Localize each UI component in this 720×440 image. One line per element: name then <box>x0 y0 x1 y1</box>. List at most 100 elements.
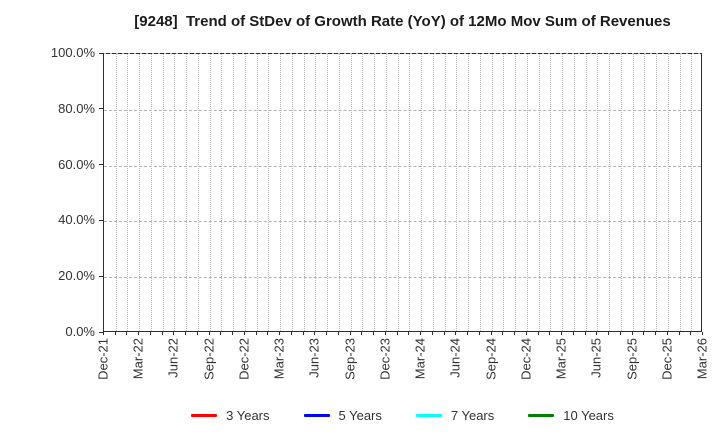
x-axis-tick <box>643 332 645 335</box>
vertical-gridline <box>174 54 176 331</box>
vertical-gridline <box>268 54 270 331</box>
x-axis-tick <box>537 332 539 335</box>
x-axis-tick <box>431 332 433 335</box>
vertical-gridline <box>303 54 305 331</box>
vertical-gridline <box>468 54 470 331</box>
legend-label: 10 Years <box>563 407 614 423</box>
vertical-gridline <box>244 54 246 331</box>
x-axis-tick <box>138 332 140 335</box>
x-axis-tick-label: Dec-21 <box>95 338 111 380</box>
vertical-gridline <box>186 54 188 331</box>
x-axis-tick <box>584 332 586 335</box>
x-axis-tick-label: Jun-23 <box>306 338 322 378</box>
x-axis-tick <box>267 332 269 335</box>
y-axis-tick <box>99 275 103 277</box>
y-axis-tick <box>99 219 103 221</box>
legend: 3 Years 5 Years 7 Years 10 Years <box>103 403 702 427</box>
x-axis-tick <box>126 332 128 335</box>
legend-label: 7 Years <box>450 407 495 423</box>
x-axis-tick <box>666 332 668 335</box>
y-axis-tick-label: 60.0% <box>58 156 95 172</box>
x-axis-tick <box>549 332 551 335</box>
vertical-gridline <box>503 54 505 331</box>
x-axis-tick <box>103 332 104 335</box>
x-axis-tick <box>478 332 480 335</box>
x-axis-tick <box>702 332 703 335</box>
x-axis-tick-label: Sep-25 <box>624 338 640 380</box>
x-axis-tick-label: Mar-23 <box>271 338 287 380</box>
x-axis-tick <box>608 332 610 335</box>
x-axis-tick <box>196 332 198 335</box>
vertical-gridline <box>456 54 458 331</box>
plot-area <box>103 53 702 332</box>
vertical-gridline <box>479 54 481 331</box>
vertical-gridline <box>444 54 446 331</box>
y-axis-tick <box>99 331 103 333</box>
y-axis-tick <box>99 108 103 110</box>
plot-top-spine <box>104 53 701 55</box>
x-axis-tick <box>655 332 657 335</box>
horizontal-gridline <box>104 221 701 223</box>
chart-title: [9248] Trend of StDev of Growth Rate (Yo… <box>134 13 671 30</box>
legend-item: 7 Years <box>415 407 495 423</box>
vertical-gridline <box>315 54 317 331</box>
horizontal-gridline <box>104 277 701 279</box>
vertical-gridline <box>515 54 517 331</box>
x-axis-tick <box>455 332 457 335</box>
legend-line-swatch <box>415 413 442 417</box>
vertical-gridline <box>327 54 329 331</box>
vertical-gridline <box>679 54 681 331</box>
vertical-gridline <box>115 54 117 331</box>
x-axis-tick <box>384 332 386 335</box>
legend-line-swatch <box>303 413 330 417</box>
x-axis-tick-label: Sep-24 <box>483 338 499 380</box>
x-axis-tick <box>208 332 210 335</box>
vertical-gridline <box>550 54 552 331</box>
horizontal-gridline <box>104 109 701 111</box>
vertical-gridline <box>350 54 352 331</box>
vertical-gridline <box>291 54 293 331</box>
x-axis-tick-label: Sep-22 <box>201 338 217 380</box>
vertical-gridline <box>620 54 622 331</box>
vertical-gridline <box>421 54 423 331</box>
x-axis-tick <box>396 332 398 335</box>
legend-line-swatch <box>528 413 555 417</box>
x-axis-tick-label: Jun-25 <box>588 338 604 378</box>
vertical-gridline <box>209 54 211 331</box>
x-axis-tick <box>561 332 563 335</box>
vertical-gridline <box>609 54 611 331</box>
x-axis-tick-label: Dec-23 <box>377 338 393 380</box>
vertical-gridline <box>374 54 376 331</box>
legend-line-swatch <box>191 413 218 417</box>
x-axis-tick <box>232 332 234 335</box>
x-axis-tick <box>302 332 304 335</box>
x-axis-tick <box>279 332 281 335</box>
vertical-gridline <box>127 54 129 331</box>
x-axis-tick <box>314 332 316 335</box>
legend-label: 3 Years <box>226 407 270 423</box>
x-axis-tick-label: Sep-23 <box>342 338 358 380</box>
x-axis-tick <box>572 332 574 335</box>
y-axis-tick-label: 0.0% <box>65 324 95 339</box>
x-axis-tick <box>678 332 680 335</box>
legend-item: 3 Years <box>191 407 270 423</box>
vertical-gridline <box>632 54 634 331</box>
vertical-gridline <box>139 54 141 331</box>
x-axis-tick-label: Jun-22 <box>165 338 181 378</box>
vertical-gridline <box>644 54 646 331</box>
legend-item: 10 Years <box>528 408 614 423</box>
x-axis-tick <box>114 332 116 335</box>
vertical-gridline <box>562 54 564 331</box>
y-axis-tick <box>99 164 103 166</box>
x-axis-tick-label: Mar-24 <box>412 338 428 380</box>
vertical-gridline <box>280 54 282 331</box>
vertical-gridline <box>362 54 364 331</box>
x-axis-tick-label: Mar-22 <box>130 338 146 380</box>
x-axis-tick <box>514 332 516 335</box>
x-axis-tick-label: Mar-25 <box>553 338 569 380</box>
vertical-gridline <box>221 54 223 331</box>
legend-label: 5 Years <box>338 407 382 423</box>
x-axis-tick <box>373 332 375 335</box>
x-axis-tick <box>443 332 445 335</box>
